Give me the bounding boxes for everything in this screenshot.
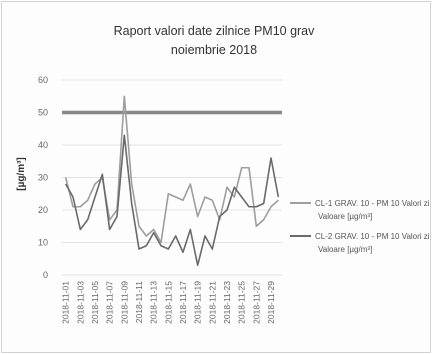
y-tick-label: 10 bbox=[38, 238, 48, 248]
x-tick-label: 2018-11-25 bbox=[237, 281, 247, 324]
x-tick-label: 2018-11-21 bbox=[207, 281, 217, 324]
y-tick-label: 50 bbox=[38, 108, 48, 118]
legend-label-2: CL-2 GRAV. 10 - PM 10 Valori zilniceValo… bbox=[315, 232, 430, 254]
x-tick-label: 2018-11-13 bbox=[149, 281, 159, 324]
chart-title-line1: Raport valori date zilnice PM10 grav bbox=[114, 24, 316, 38]
y-tick-label: 0 bbox=[43, 270, 48, 280]
x-tick-label: 2018-11-03 bbox=[75, 281, 85, 324]
x-tick-label: 2018-11-09 bbox=[119, 281, 129, 324]
x-tick-label: 2018-11-17 bbox=[178, 281, 188, 324]
x-tick-label: 2018-11-27 bbox=[251, 281, 261, 324]
y-tick-labels: 0 10 20 30 40 50 60 bbox=[38, 75, 48, 280]
x-tick-label: 2018-11-19 bbox=[193, 281, 203, 324]
x-tick-label: 2018-11-05 bbox=[90, 281, 100, 324]
grid-lines bbox=[62, 79, 282, 276]
series-line-2 bbox=[64, 134, 280, 267]
x-tick-label: 2018-11-23 bbox=[222, 281, 232, 324]
x-tick-label: 2018-11-01 bbox=[61, 281, 71, 324]
x-tick-label: 2018-11-11 bbox=[134, 281, 144, 323]
series-line-1 bbox=[64, 95, 279, 244]
y-axis-label: [µg/m³] bbox=[16, 157, 27, 191]
y-tick-label: 40 bbox=[38, 140, 48, 150]
chart-title-line2: noiembrie 2018 bbox=[171, 43, 257, 57]
legend-label-1: CL-1 GRAV. 10 - PM 10 Valori zilniceValo… bbox=[315, 199, 430, 221]
x-tick-label: 2018-11-15 bbox=[163, 281, 173, 324]
y-tick-label: 60 bbox=[38, 75, 48, 85]
series-lines bbox=[64, 95, 280, 267]
x-tick-label: 2018-11-29 bbox=[266, 281, 276, 324]
legend: CL-1 GRAV. 10 - PM 10 Valori zilniceValo… bbox=[290, 199, 430, 254]
y-tick-label: 30 bbox=[38, 173, 48, 183]
y-tick-label: 20 bbox=[38, 205, 48, 215]
x-tick-label: 2018-11-07 bbox=[105, 281, 115, 324]
line-chart: Raport valori date zilnice PM10 grav noi… bbox=[16, 24, 430, 324]
x-tick-labels: 2018-11-01 2018-11-03 2018-11-05 2018-11-07… bbox=[61, 281, 276, 324]
